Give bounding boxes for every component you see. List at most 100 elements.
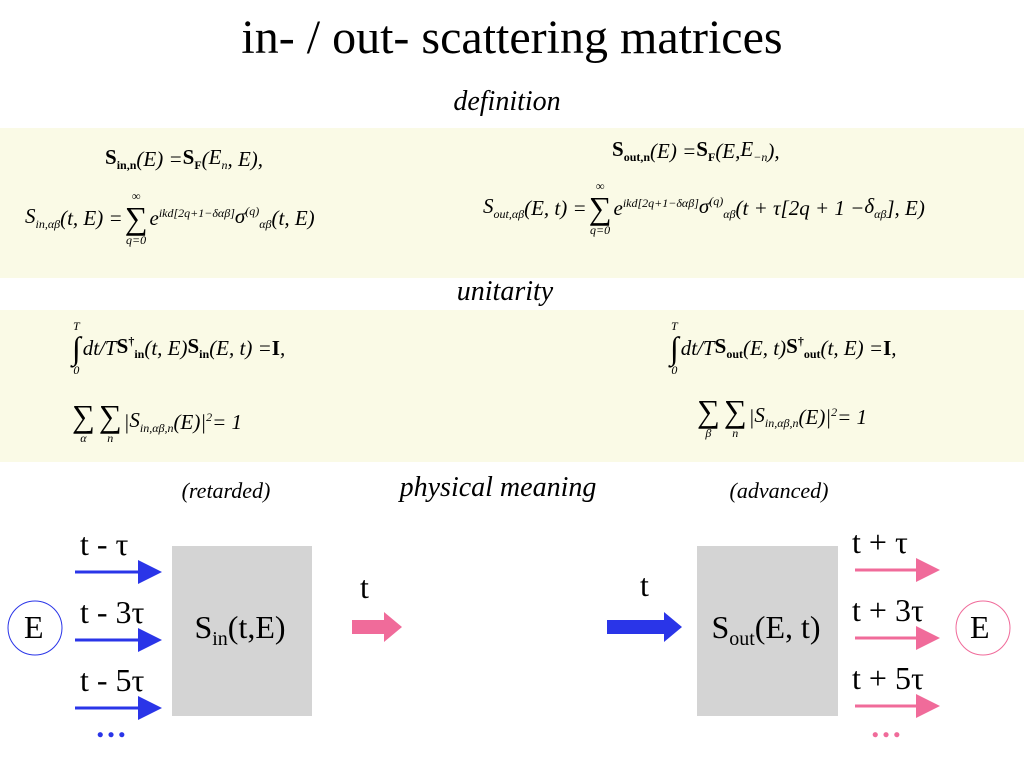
subscript: F <box>707 150 716 165</box>
formula-text: (E) = <box>650 138 697 163</box>
superscript: (q) <box>245 203 260 218</box>
symbol-base: S <box>786 333 798 358</box>
lower-limit: α <box>80 431 87 445</box>
energy-circle <box>955 600 1011 656</box>
symbol: S†in <box>117 334 145 362</box>
symbol: Sout <box>715 334 743 362</box>
formula-text: dt/T <box>680 335 715 360</box>
subscript: in <box>134 347 145 362</box>
operator-symbol: ∑ <box>72 398 95 434</box>
symbol-base: S <box>182 145 195 169</box>
symbol-base: S <box>483 193 494 218</box>
formula-text: ], E) <box>886 195 925 220</box>
formula-text: (t + τ[2q + 1 − <box>735 195 865 220</box>
subscript: in,αβ <box>35 217 61 232</box>
symbol-base: E <box>208 145 222 169</box>
subscript: in <box>199 347 210 362</box>
formula-text: (t, E) = <box>820 335 884 360</box>
symbol: Sin,αβ,n <box>129 408 173 436</box>
formula: ∑ β ∑ n | Sin,αβ,n (E) |2 = 1 <box>695 395 867 439</box>
upper-limit: T <box>73 319 80 333</box>
symbol-base: σ <box>698 193 710 218</box>
heading: unitarity <box>456 276 554 307</box>
output-label: t + τ <box>852 524 908 560</box>
input-arrow <box>607 612 682 642</box>
symbol: Sin,αβ,n <box>754 403 798 431</box>
symbol: Sin,αβ <box>25 204 60 232</box>
symbol-base: δ <box>864 193 875 218</box>
symbol-base: I <box>271 335 280 360</box>
symbol-base: S <box>25 203 36 228</box>
symbol: |2 <box>200 410 212 435</box>
heading: physical meaning <box>399 472 597 503</box>
subscript: αβ <box>259 217 272 232</box>
formula-text: dt/T <box>82 335 117 360</box>
formula-text: (E) <box>173 409 201 434</box>
symbol-base: S <box>129 407 140 432</box>
output-label: t + 5τ <box>852 660 924 696</box>
superscript: 2 <box>831 404 838 419</box>
operator-symbol: ∫ <box>72 330 81 366</box>
formula-text: ( <box>201 146 209 171</box>
operator: T ∫ 0 <box>72 320 81 376</box>
operator: T ∫ 0 <box>670 320 679 376</box>
symbol-base: S <box>711 608 730 645</box>
subscript: in,αβ,n <box>139 421 174 436</box>
operator: ∑ β <box>697 395 720 439</box>
symbol-base: E <box>740 137 754 161</box>
operator-symbol: ∑ <box>98 398 122 434</box>
subscript: in <box>212 628 228 651</box>
operator-symbol: ∑ <box>723 393 747 429</box>
formula-text: (t, E) <box>271 205 315 230</box>
symbol-base: S <box>105 145 117 169</box>
operator: ∞ ∑ q=0 <box>125 190 148 246</box>
formula-text: | <box>123 409 130 434</box>
symbol: σ(q)αβ <box>699 194 736 222</box>
operator: ∑ n <box>724 395 747 439</box>
symbol: Sout <box>711 609 754 651</box>
box-label: Sout (E, t) <box>711 609 820 651</box>
formula-text: (E, <box>715 138 741 163</box>
operator: ∑ α <box>72 400 95 444</box>
symbol: |2 <box>825 405 837 430</box>
lower-limit: 0 <box>671 363 678 377</box>
operator-symbol: ∫ <box>670 330 679 366</box>
lower-limit: q=0 <box>126 233 147 247</box>
symbol: Sin <box>194 609 227 651</box>
superscript: ikd[2q+1−δαβ] <box>158 205 235 220</box>
subscript: out <box>729 628 755 651</box>
input-label: t - τ <box>80 526 129 562</box>
input-label: t <box>640 567 649 603</box>
superscript: (q) <box>709 193 724 208</box>
formula-text: (t, E) <box>144 335 188 360</box>
superscript: 2 <box>206 409 213 424</box>
lower-limit: q=0 <box>590 223 611 237</box>
formula: T ∫ 0 dt/T Sout (E, t) S†out (t, E) = I , <box>668 320 897 376</box>
formula-text: (E, t) <box>754 608 821 645</box>
box-label: Sin (t,E) <box>194 609 285 651</box>
symbol-base: S <box>612 137 624 161</box>
formula: Sout,αβ (E, t) = ∞ ∑ q=0 eikd[2q+1−δαβ] σ(q)α… <box>483 180 925 236</box>
output-label: t <box>360 569 369 605</box>
subscript: n <box>221 158 228 173</box>
lower-limit: n <box>107 431 114 445</box>
superscript: ikd[2q+1−δαβ] <box>622 195 699 210</box>
label: (advanced) <box>729 478 829 503</box>
upper-limit: ∞ <box>131 189 141 203</box>
symbol: Sout,n <box>612 137 650 165</box>
symbol: S†out <box>786 334 820 362</box>
subscript: −n <box>753 150 768 165</box>
operator: ∑ n <box>99 400 122 444</box>
formula-text: = 1 <box>212 409 243 434</box>
symbol-base: S <box>714 333 727 358</box>
symbol-base: S <box>187 333 200 358</box>
symbol: eikd[2q+1−δαβ] <box>614 196 699 221</box>
symbol-base: S <box>754 402 765 427</box>
formula: Sout,n (E) = SF (E, E−n), <box>612 137 780 165</box>
operator-symbol: ∑ <box>588 190 612 226</box>
symbol: SF <box>183 145 202 173</box>
superscript: † <box>797 333 804 348</box>
subscript: αβ <box>874 207 887 222</box>
formula: Sin,n (E) = SF(En, E), <box>105 145 263 173</box>
